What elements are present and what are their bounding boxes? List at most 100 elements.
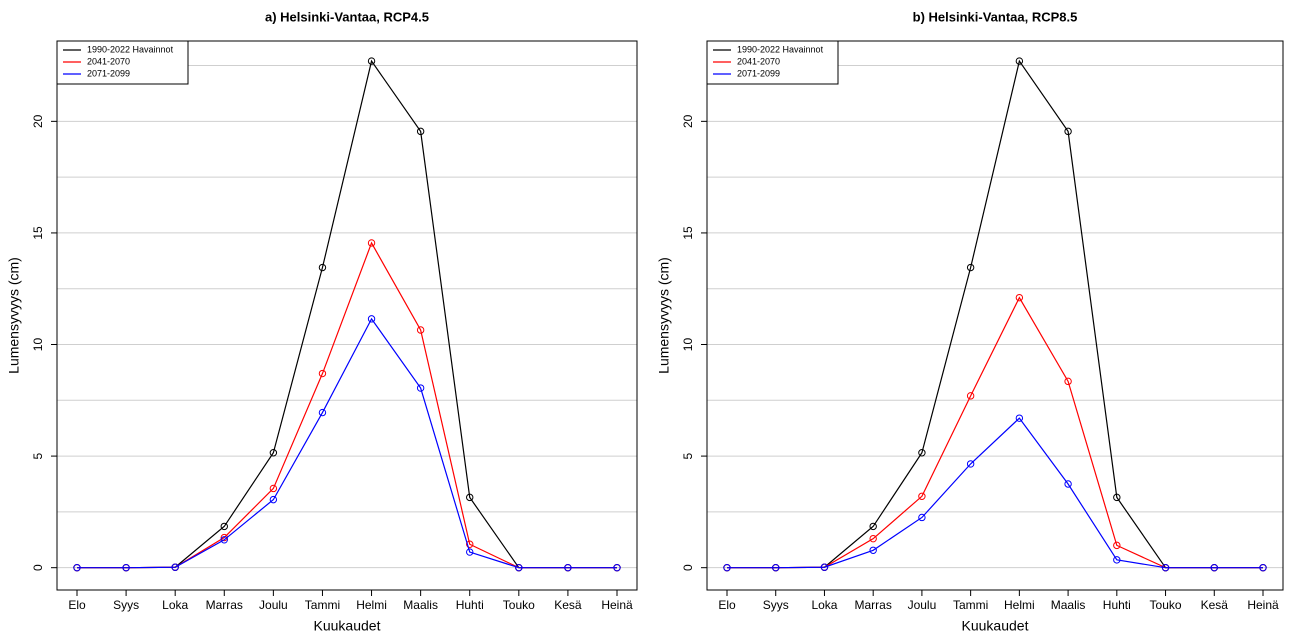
point [1015,57,1024,65]
y-axis-label: Lumensyvyys (cm) [656,257,672,374]
x-axis-label: Kuukaudet [314,618,381,634]
point [466,540,474,548]
legend-label: 2071-2099 [87,68,130,78]
legend-label: 1990-2022 Havainnot [87,44,174,54]
x-tick-label: Loka [811,598,837,612]
series-line [727,296,1263,569]
point [1259,563,1267,572]
x-tick-label: Maalis [1051,598,1086,612]
point [1113,541,1121,550]
point [220,536,228,544]
legend-label: 2041-2070 [737,56,780,66]
x-tick-label: Syys [113,598,139,612]
point [318,263,327,272]
x-tick-label: Marras [855,598,892,612]
point [122,563,130,572]
x-tick-label: Maalis [403,598,438,612]
point [416,326,425,334]
x-tick-label: Joulu [259,598,288,612]
point [966,392,975,400]
point [1064,377,1072,386]
series-line [77,317,617,569]
legend-label: 1990-2022 Havainnot [737,44,824,54]
y-tick-label: 15 [31,226,45,240]
series-line [727,417,1263,569]
point [269,449,278,457]
point [820,563,829,571]
plot-frame [706,40,1284,591]
point [613,563,621,572]
x-tick-label: Touko [503,598,535,612]
y-tick-label: 5 [681,452,695,459]
point [466,493,474,502]
point [318,408,327,417]
legend-label: 2071-2099 [737,68,780,78]
point [269,484,278,493]
point [869,546,877,554]
y-tick-label: 15 [681,226,695,240]
x-tick-label: Tammi [953,598,988,612]
x-tick-label: Heinä [601,598,633,612]
point [966,263,975,272]
point [1161,563,1170,572]
point [966,460,975,468]
x-tick-label: Helmi [1004,598,1035,612]
point [269,495,278,504]
series-line [77,241,617,569]
x-tick-label: Huhti [456,598,484,612]
point [171,563,179,571]
series-line [77,59,617,569]
point [1113,556,1121,564]
y-tick-label: 0 [31,564,45,571]
x-tick-label: Loka [162,598,188,612]
point [515,563,523,572]
point [772,563,780,572]
x-tick-label: Joulu [908,598,937,612]
point [416,384,425,392]
point [1015,293,1024,302]
point [367,57,376,65]
x-tick-label: Touko [1150,598,1182,612]
chart-title: b) Helsinki-Vantaa, RCP8.5 [913,9,1078,24]
point [1210,563,1218,572]
point [1015,414,1024,422]
point [1064,480,1072,488]
x-tick-label: Syys [763,598,789,612]
point [416,127,425,136]
y-tick-label: 20 [681,114,695,128]
x-tick-label: Elo [68,598,86,612]
y-tick-label: 10 [681,338,695,352]
point [318,369,327,378]
y-tick-label: 5 [31,452,45,459]
x-axis-label: Kuukaudet [962,618,1029,634]
point [723,563,731,572]
point [564,563,572,572]
point [869,522,877,531]
y-tick-label: 0 [681,564,695,571]
x-tick-label: Elo [718,598,736,612]
y-axis-label: Lumensyvyys (cm) [6,257,22,374]
x-tick-label: Tammi [305,598,340,612]
legend-box [706,40,839,85]
plot-frame [56,40,638,591]
point [1113,493,1121,502]
series-line [727,59,1263,569]
x-tick-label: Huhti [1103,598,1131,612]
point [367,239,376,247]
y-tick-label: 20 [31,114,45,128]
point [1064,127,1072,136]
point [367,315,376,323]
point [918,492,926,500]
x-tick-label: Helmi [356,598,387,612]
point [869,534,877,543]
x-tick-label: Heinä [1247,598,1279,612]
point [466,548,474,556]
chart-title: a) Helsinki-Vantaa, RCP4.5 [265,9,429,24]
x-tick-label: Kesä [554,598,582,612]
legend-label: 2041-2070 [87,56,130,66]
point [220,522,228,531]
point [918,513,926,522]
x-tick-label: Marras [206,598,243,612]
point [918,449,926,457]
